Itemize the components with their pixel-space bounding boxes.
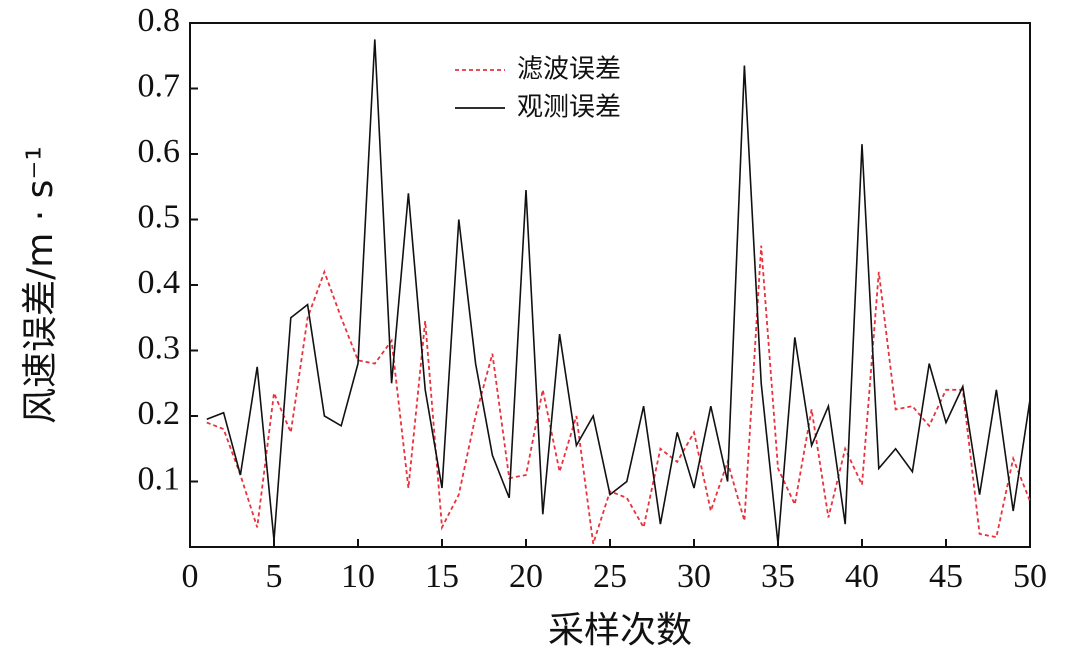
y-tick-label: 0.6 [138,133,181,170]
x-axis-label: 采样次数 [548,610,692,651]
x-tick-label: 10 [341,558,375,595]
x-tick-label: 50 [1013,558,1047,595]
y-tick-label: 0.3 [138,329,181,366]
x-tick-label: 20 [509,558,543,595]
x-tick-label: 25 [593,558,627,595]
x-tick-label: 15 [425,558,459,595]
series-line [206,245,1031,544]
y-axis-label: 风速误差/m · s⁻¹ [20,146,61,424]
y-tick-label: 0.7 [138,67,181,104]
y-tick-label: 0.8 [138,2,181,39]
x-tick-label: 30 [677,558,711,595]
y-tick-label: 0.1 [138,460,181,497]
y-tick-label: 0.4 [138,264,181,301]
x-tick-label: 5 [266,558,283,595]
y-tick-label: 0.5 [138,198,181,235]
series-line [206,39,1031,544]
x-tick-label: 40 [845,558,879,595]
x-tick-label: 45 [929,558,963,595]
x-tick-label: 35 [761,558,795,595]
y-tick-label: 0.2 [138,395,181,432]
legend-label: 滤波误差 [517,55,621,85]
x-tick-label: 0 [182,558,199,595]
legend-label: 观测误差 [517,93,621,123]
